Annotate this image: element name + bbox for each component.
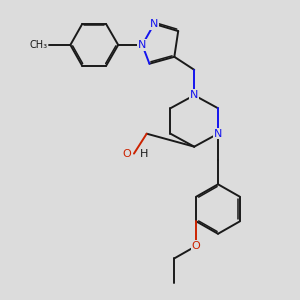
Text: CH₃: CH₃ (30, 40, 48, 50)
Text: N: N (150, 19, 158, 29)
Text: N: N (214, 129, 222, 139)
Text: H: H (140, 148, 148, 159)
Text: O: O (122, 148, 131, 159)
Text: N: N (190, 90, 198, 100)
Text: N: N (138, 40, 146, 50)
Text: O: O (192, 241, 200, 251)
